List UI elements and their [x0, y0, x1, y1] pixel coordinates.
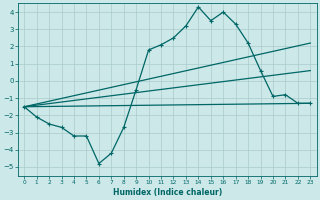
- X-axis label: Humidex (Indice chaleur): Humidex (Indice chaleur): [113, 188, 222, 197]
